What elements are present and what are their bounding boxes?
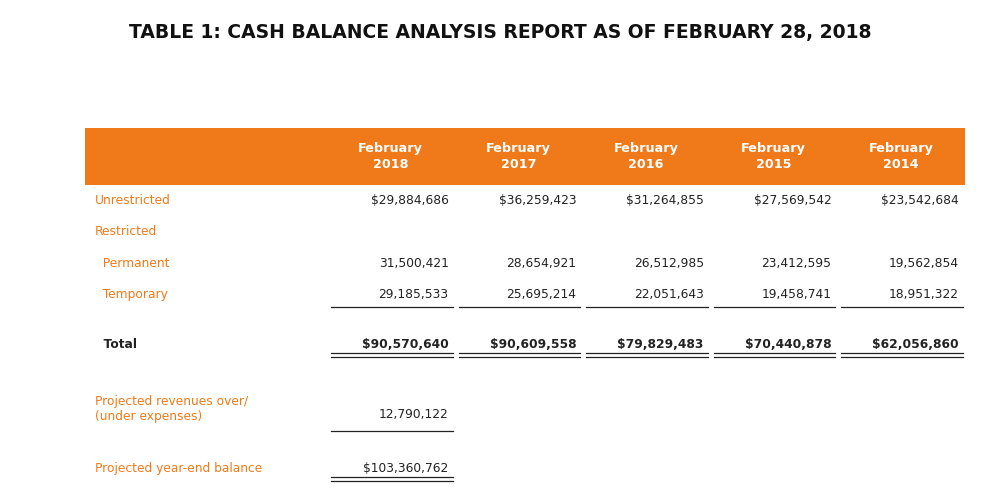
- Text: $29,884,686: $29,884,686: [371, 194, 449, 207]
- Text: 19,562,854: 19,562,854: [889, 257, 959, 270]
- Text: 23,412,595: 23,412,595: [761, 257, 831, 270]
- Text: 28,654,921: 28,654,921: [506, 257, 576, 270]
- Bar: [85, 128, 965, 185]
- Text: $70,440,878: $70,440,878: [745, 338, 831, 351]
- Text: February
2015: February 2015: [741, 142, 806, 171]
- Text: 22,051,643: 22,051,643: [634, 288, 704, 301]
- Text: 18,951,322: 18,951,322: [889, 288, 959, 301]
- Text: February
2014: February 2014: [869, 142, 934, 171]
- Text: $62,056,860: $62,056,860: [872, 338, 959, 351]
- Text: 12,790,122: 12,790,122: [379, 408, 449, 421]
- Text: Restricted: Restricted: [95, 225, 157, 238]
- Text: $90,570,640: $90,570,640: [362, 338, 449, 351]
- Text: $31,264,855: $31,264,855: [626, 194, 704, 207]
- Text: February
2016: February 2016: [614, 142, 678, 171]
- Text: 29,185,533: 29,185,533: [378, 288, 449, 301]
- Text: 25,695,214: 25,695,214: [506, 288, 576, 301]
- Text: $36,259,423: $36,259,423: [499, 194, 576, 207]
- Text: 26,512,985: 26,512,985: [634, 257, 704, 270]
- Text: Projected revenues over/
(under expenses): Projected revenues over/ (under expenses…: [95, 395, 248, 423]
- Text: Projected year-end balance: Projected year-end balance: [95, 462, 262, 475]
- Text: 19,458,741: 19,458,741: [761, 288, 831, 301]
- Text: Unrestricted: Unrestricted: [95, 194, 171, 207]
- Text: February
2017: February 2017: [486, 142, 551, 171]
- Text: Total: Total: [95, 338, 137, 351]
- Text: $27,569,542: $27,569,542: [754, 194, 831, 207]
- Text: 31,500,421: 31,500,421: [379, 257, 449, 270]
- Text: February
2018: February 2018: [358, 142, 423, 171]
- Text: $79,829,483: $79,829,483: [617, 338, 704, 351]
- Text: $90,609,558: $90,609,558: [490, 338, 576, 351]
- Text: Temporary: Temporary: [95, 288, 168, 301]
- Text: TABLE 1: CASH BALANCE ANALYSIS REPORT AS OF FEBRUARY 28, 2018: TABLE 1: CASH BALANCE ANALYSIS REPORT AS…: [129, 23, 871, 42]
- Text: $103,360,762: $103,360,762: [363, 462, 449, 475]
- Text: $23,542,684: $23,542,684: [881, 194, 959, 207]
- Text: Permanent: Permanent: [95, 257, 170, 270]
